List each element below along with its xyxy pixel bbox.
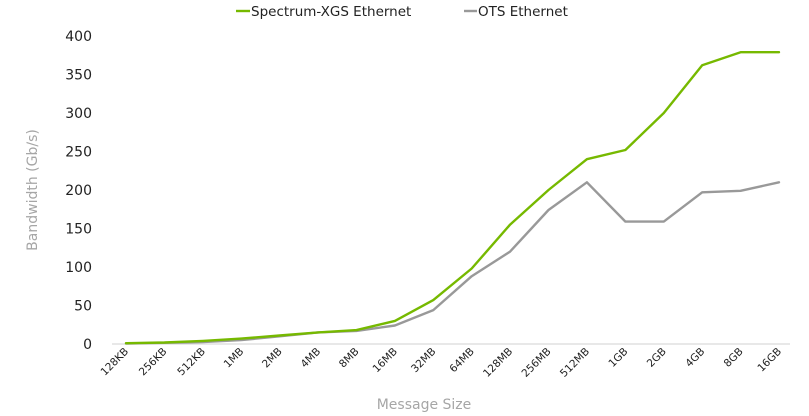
x-tick-label: 8MB: [337, 346, 362, 371]
x-axis-ticks: 128KB 256KB 512KB 1MB 2MB 4MB 8MB 16MB 32MB 64MB 1…: [98, 346, 784, 380]
legend: Spectrum-XGS Ethernet OTS Ethernet: [236, 4, 568, 20]
legend-label-ots: OTS Ethernet: [478, 4, 568, 20]
x-tick-label: 2MB: [260, 346, 285, 371]
x-tick-label: 16MB: [371, 346, 400, 375]
x-tick-label: 32MB: [409, 346, 438, 375]
series-line-spectrum-xgs: [124, 51, 781, 345]
x-tick-label: 4MB: [298, 346, 323, 371]
x-axis-title: Message Size: [377, 397, 472, 413]
x-tick-label: 8GB: [722, 346, 746, 370]
y-tick-label: 50: [74, 299, 92, 315]
series-line-ots: [124, 181, 781, 345]
x-tick-label: 512KB: [175, 346, 208, 379]
y-tick-label: 350: [65, 68, 92, 84]
x-tick-label: 256KB: [137, 346, 170, 379]
y-tick-label: 0: [83, 337, 92, 353]
y-tick-label: 250: [65, 145, 92, 161]
x-tick-label: 64MB: [447, 346, 476, 375]
x-tick-label: 16GB: [755, 346, 784, 375]
y-axis-title: Bandwidth (Gb/s): [25, 129, 41, 251]
x-tick-label: 128KB: [98, 346, 131, 379]
y-axis-ticks: 0 50 100 150 200 250 300 350 400: [65, 29, 92, 353]
x-tick-label: 4GB: [683, 346, 707, 370]
x-tick-label: 128MB: [481, 346, 515, 380]
x-tick-label: 2GB: [645, 346, 669, 370]
x-tick-label: 256MB: [519, 346, 553, 380]
y-tick-label: 200: [65, 183, 92, 199]
y-tick-label: 150: [65, 222, 92, 238]
y-tick-label: 400: [65, 29, 92, 45]
y-tick-label: 100: [65, 260, 92, 276]
series-layer: [124, 51, 781, 345]
x-tick-label: 512MB: [558, 346, 592, 380]
y-tick-label: 300: [65, 106, 92, 122]
legend-label-spectrum-xgs: Spectrum-XGS Ethernet: [251, 4, 411, 20]
x-tick-label: 1MB: [222, 346, 247, 371]
x-tick-label: 1GB: [606, 346, 630, 370]
